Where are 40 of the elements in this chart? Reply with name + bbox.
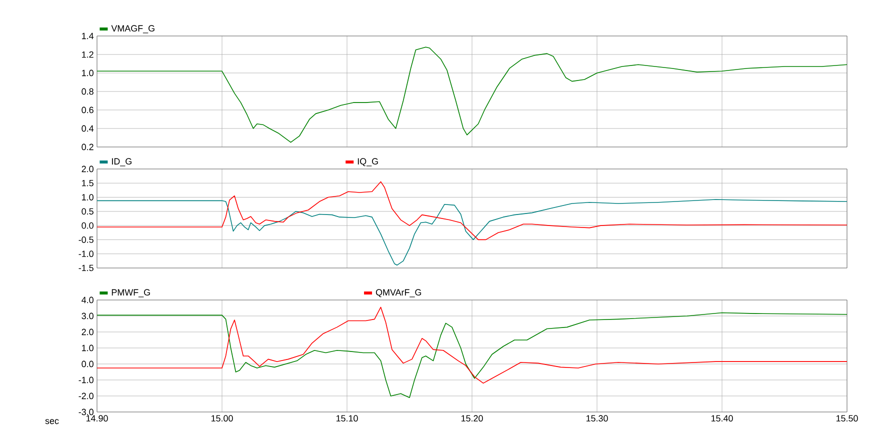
x-axis-title: sec [45, 419, 59, 424]
y-tick-label: 0.5 [82, 208, 94, 215]
x-tick-label: 15.10 [336, 415, 358, 422]
y-tick-label: 1.4 [82, 32, 94, 40]
x-tick-label: 15.30 [586, 415, 608, 422]
y-tick-label: 1.0 [82, 344, 94, 352]
x-tick-label: 15.20 [461, 415, 483, 422]
y-tick-label: 0.0 [82, 360, 94, 368]
legend-label: VMAGF_G [111, 25, 154, 34]
line-series [97, 306, 848, 384]
line-series [97, 46, 848, 143]
y-tick-label: 3.0 [82, 312, 94, 320]
line-series [97, 199, 848, 266]
y-tick-label: 2.0 [82, 328, 94, 336]
x-tick-label: 15.50 [836, 415, 858, 422]
y-tick-label: -1.0 [78, 376, 94, 384]
y-tick-label: 0.4 [82, 125, 94, 132]
y-tick-label: 4.0 [82, 296, 94, 304]
y-tick-label: 1.5 [82, 180, 94, 186]
x-tick-label: 15.40 [711, 415, 733, 422]
y-tick-label: -3.0 [78, 408, 94, 416]
x-tick-label: 15.00 [211, 415, 233, 422]
y-tick-label: 0.2 [82, 144, 94, 150]
y-tick-label: 1.0 [82, 194, 94, 200]
y-tick-label: 0.6 [82, 106, 94, 114]
y-tick-label: 1.2 [82, 51, 94, 58]
legend-label: IQ_G [358, 158, 378, 166]
legend-label: QMVArF_G [376, 289, 422, 298]
y-tick-label: 0.8 [82, 88, 94, 95]
legend-label: ID_G [112, 158, 132, 166]
y-tick-label: 1.0 [82, 70, 94, 76]
y-tick-label: -1.5 [78, 264, 94, 272]
x-tick-label: 14.90 [86, 415, 108, 422]
y-tick-label: 0.0 [82, 222, 94, 229]
line-series [97, 181, 848, 240]
y-tick-label: -1.0 [78, 250, 94, 258]
y-tick-label: -0.5 [78, 236, 94, 243]
y-tick-label: -2.0 [78, 392, 94, 400]
legend-label: PMWF_G [112, 289, 150, 298]
y-tick-label: 2.0 [82, 166, 94, 172]
